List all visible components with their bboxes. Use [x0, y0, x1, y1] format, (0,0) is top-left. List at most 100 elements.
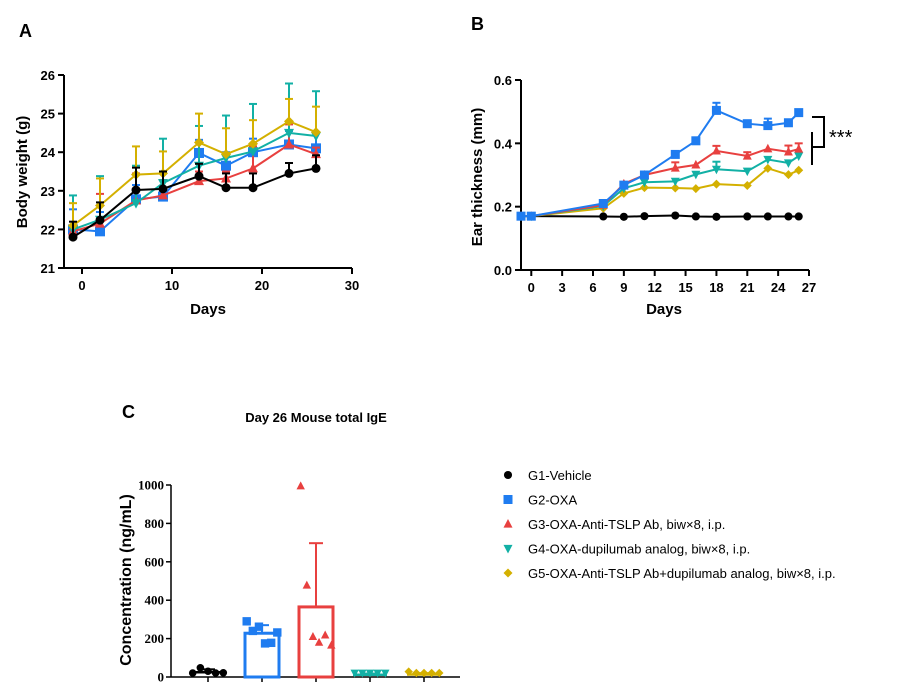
panel-b-data-point: [763, 143, 773, 153]
panel-a-series-g5: [68, 97, 321, 231]
panel-b-data-point: [783, 170, 793, 180]
panel-b-data-point: [794, 152, 804, 161]
panel-b-x-tick-label: 15: [678, 280, 692, 295]
panel-c-bars: [188, 481, 444, 679]
legend-item-g2: G2-OXA: [503, 493, 577, 508]
panel-a-y-tick-label: 21: [41, 261, 55, 276]
panel-a-data-point: [221, 149, 231, 160]
panel-b-data-point: [691, 159, 701, 169]
panel-c-title: Day 26 Mouse total IgE: [245, 410, 387, 425]
panel-c-data-point: [266, 638, 276, 648]
panel-c-data-point: [358, 669, 367, 678]
panel-b-data-point: [691, 212, 700, 221]
panel-a-body-weight-chart: 21 22 23 24 25 26 0 10 20 30 Days Body weight (g): [14, 68, 359, 318]
legend-marker-triangle-down-icon: [503, 544, 513, 554]
panel-a-data-point: [221, 160, 231, 171]
panel-c-data-point: [196, 664, 205, 672]
panel-c-data-point: [427, 668, 436, 678]
panel-b-data-point: [691, 136, 701, 146]
panel-a-series-g3: [68, 123, 321, 236]
panel-a-data-point: [131, 199, 141, 209]
panel-b-data-point: [712, 212, 721, 221]
panel-letter-b: B: [471, 14, 484, 34]
panel-a-data-point: [248, 147, 258, 157]
panel-b-series: [516, 101, 804, 222]
panel-b-x-tick-label: 21: [740, 280, 754, 295]
legend-label: G1-Vehicle: [528, 468, 592, 483]
panel-b-series-line-g2: [521, 109, 800, 218]
panel-c-data-point: [314, 637, 324, 646]
legend-marker-circle-icon: [503, 470, 513, 480]
panel-c-data-point: [320, 630, 330, 639]
panel-b-x-tick-label: 27: [802, 280, 816, 295]
panel-c-y-tick-label: 400: [145, 593, 165, 608]
panel-b-data-point: [742, 119, 752, 129]
panel-c-data-point: [248, 626, 258, 636]
panel-b-y-tick-label: 0.0: [494, 263, 512, 278]
panel-letter-c: C: [122, 402, 135, 422]
panel-c-data-point: [254, 622, 264, 631]
panel-b-data-point: [784, 212, 793, 221]
panel-c-data-point: [412, 668, 421, 678]
panel-b-data-point: [711, 145, 721, 155]
panel-a-x-axis-title: Days: [190, 301, 226, 318]
panel-b-series-line-g3: [521, 147, 799, 218]
panel-b-x-tick-label: 12: [647, 280, 661, 295]
panel-b-data-point: [763, 155, 773, 165]
panel-a-x-tick-label: 30: [345, 278, 359, 293]
panel-c-data-point: [296, 481, 305, 490]
significance-bracket: ***: [811, 116, 853, 165]
panel-b-data-point: [619, 212, 628, 221]
panel-a-series-line-g1: [72, 167, 317, 238]
panel-b-x-tick-label: 0: [528, 280, 535, 295]
panel-b-y-tick-label: 0.6: [494, 73, 512, 88]
panel-a-data-point: [284, 138, 294, 149]
panel-a-data-point: [68, 232, 78, 242]
panel-c-data-point: [435, 668, 444, 678]
panel-a-y-tick-label: 23: [41, 184, 55, 199]
panel-b-data-point: [794, 108, 804, 118]
panel-b-series-line-g1: [521, 214, 799, 218]
panel-c-data-point: [302, 580, 312, 589]
panel-b-axes: 0.0 0.2 0.4 0.6 0 3 6 9 12 15 18 21 24 27: [494, 73, 816, 295]
panel-c-data-point: [219, 668, 228, 677]
panel-b-x-tick-label: 9: [620, 280, 627, 295]
panel-c-y-tick-label: 0: [158, 670, 165, 685]
panel-c-data-point: [188, 669, 197, 677]
panel-b-data-point: [639, 170, 649, 180]
panel-a-data-point: [131, 185, 141, 195]
panel-b-data-point: [743, 212, 752, 221]
panel-b-series-g2: [516, 101, 804, 221]
panel-b-data-point: [763, 163, 773, 173]
panel-c-data-point: [419, 668, 429, 678]
panel-a-axes: 21 22 23 24 25 26 0 10 20 30: [41, 68, 360, 293]
panel-a-data-point: [95, 226, 105, 237]
bracket-upper: [812, 116, 825, 148]
panel-c-data-point: [381, 669, 390, 678]
legend-item-g4: G4-OXA-dupilumab analog, biw×8, i.p.: [503, 542, 750, 557]
panel-b-data-point: [794, 212, 803, 221]
panel-b-data-point: [763, 212, 772, 221]
panel-b-data-point: [691, 170, 701, 180]
panel-b-data-point: [783, 146, 793, 156]
panel-b-data-point: [599, 212, 608, 221]
panel-a-data-point: [221, 183, 231, 193]
panel-a-y-axis-title: Body weight (g): [14, 116, 31, 229]
panel-a-data-point: [248, 162, 258, 173]
panel-c-data-point: [260, 639, 270, 648]
panel-c-bar-group-g3: [296, 481, 336, 679]
legend-item-g3: G3-OXA-Anti-TSLP Ab, biw×8, i.p.: [503, 517, 725, 532]
panel-a-data-point: [311, 127, 321, 138]
panel-a-data-point: [158, 184, 168, 194]
panel-a-data-point: [95, 215, 105, 225]
panel-a-data-point: [248, 183, 258, 193]
panel-b-data-point: [670, 163, 680, 172]
legend-label: G4-OXA-dupilumab analog, biw×8, i.p.: [528, 542, 750, 557]
panel-a-data-point: [194, 171, 204, 181]
panel-c-y-tick-label: 800: [145, 516, 165, 531]
panel-c-data-point: [350, 669, 359, 678]
panel-b-data-point: [670, 183, 680, 193]
panel-c-y-axis-title: Concentration (ng/mL): [118, 494, 135, 666]
panel-b-data-point: [671, 211, 680, 220]
